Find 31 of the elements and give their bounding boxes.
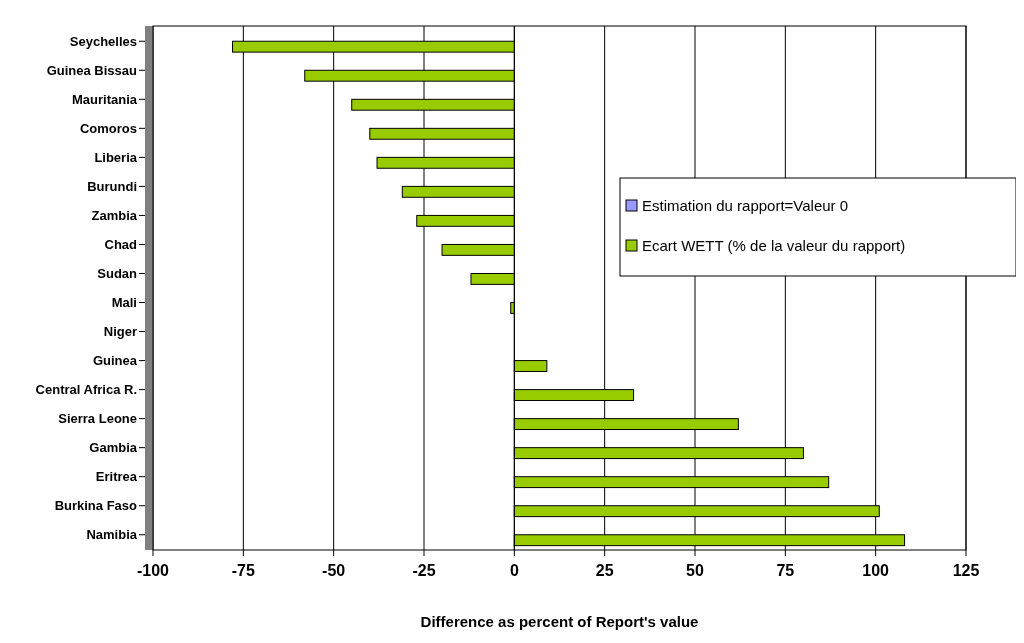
x-tick-label: 50 bbox=[686, 562, 704, 579]
y-tick-label: Burundi bbox=[87, 178, 137, 194]
legend-label: Ecart WETT (% de la valeur du rapport) bbox=[642, 237, 906, 255]
y-tick-label: Sudan bbox=[97, 266, 138, 282]
y-tick-label: Gambia bbox=[89, 440, 138, 456]
x-tick-label: -75 bbox=[231, 562, 255, 579]
x-tick-label: 25 bbox=[595, 562, 614, 579]
y-tick-label: Comoros bbox=[79, 120, 137, 136]
y-tick-label: Seychelles bbox=[69, 33, 137, 49]
y-tick-label: Central Africa R. bbox=[35, 382, 137, 398]
y-tick-label: Sierra Leone bbox=[58, 411, 137, 427]
x-tick-label: 100 bbox=[862, 562, 890, 579]
y-tick-label: Guinea bbox=[92, 353, 138, 369]
x-tick-label: -100 bbox=[136, 562, 170, 579]
x-tick-label: 75 bbox=[776, 562, 795, 579]
y-tick-label: Burkina Faso bbox=[54, 498, 138, 514]
x-axis-title: Difference as percent of Report's value bbox=[420, 613, 699, 630]
x-tick-label: -50 bbox=[322, 562, 346, 579]
x-tick-label: -25 bbox=[412, 562, 436, 579]
y-tick-label: Mali bbox=[111, 295, 137, 311]
legend-label: Estimation du rapport=Valeur 0 bbox=[642, 197, 849, 215]
y-tick-label: Zambia bbox=[91, 207, 138, 223]
y-tick-label: Mauritania bbox=[71, 91, 138, 107]
y-tick-label: Guinea Bissau bbox=[46, 62, 138, 78]
y-tick-label: Chad bbox=[104, 237, 138, 252]
x-tick-label: 0 bbox=[509, 562, 519, 579]
y-tick-label: Eritrea bbox=[95, 469, 138, 485]
y-tick-label: Namibia bbox=[86, 527, 138, 543]
x-tick-label: 125 bbox=[952, 562, 980, 579]
y-tick-label: Niger bbox=[103, 324, 137, 340]
y-tick-label: Liberia bbox=[94, 149, 138, 165]
